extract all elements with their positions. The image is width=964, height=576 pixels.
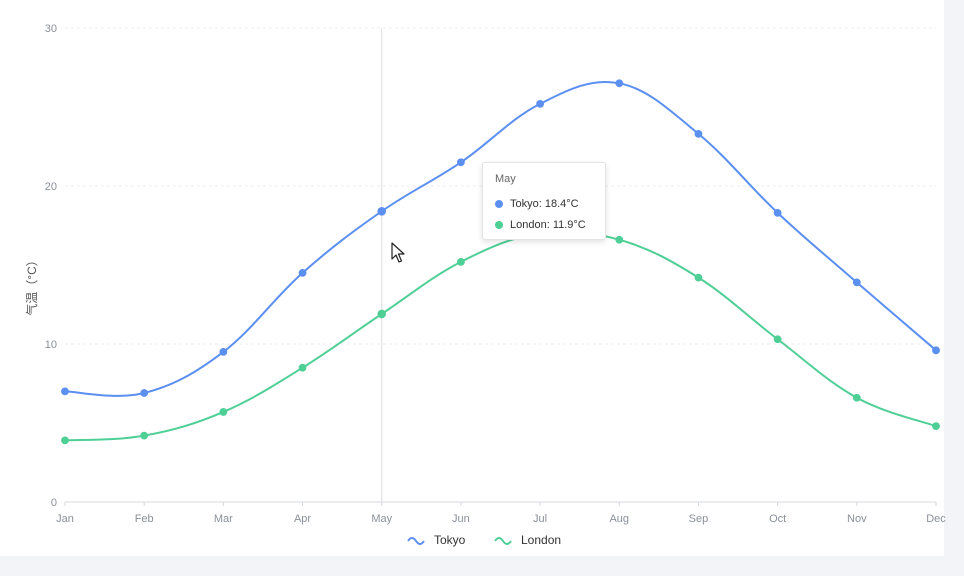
x-tick-label: Apr — [294, 513, 311, 525]
data-point-london[interactable] — [61, 436, 69, 445]
y-tick-label: 30 — [45, 23, 57, 35]
tooltip-dot-london — [495, 220, 503, 229]
x-tick-label: Nov — [847, 513, 867, 525]
legend-item-london[interactable]: London — [494, 533, 561, 547]
data-point-london[interactable] — [457, 257, 465, 266]
legend-label-tokyo: Tokyo — [434, 533, 466, 547]
data-point-tokyo[interactable] — [219, 348, 228, 356]
tooltip-row-tokyo: Tokyo: 18.4°C — [495, 193, 595, 214]
data-point-tokyo[interactable] — [694, 129, 703, 138]
data-point-london[interactable] — [219, 408, 228, 416]
data-point-tokyo[interactable] — [140, 389, 149, 397]
legend[interactable]: Tokyo London — [407, 533, 561, 547]
y-axis: 0 10 20 30 — [45, 23, 57, 509]
tooltip-label-london: London: 11.9°C — [510, 218, 586, 231]
data-point-london[interactable] — [694, 273, 703, 282]
x-tick-label: Jun — [452, 513, 470, 525]
y-tick-label: 20 — [45, 181, 57, 193]
series-lines — [64, 80, 937, 442]
data-point-london[interactable] — [140, 431, 149, 440]
x-tick-label: Feb — [135, 513, 154, 525]
x-tick-label: Jan — [56, 513, 74, 525]
data-point-tokyo[interactable] — [377, 206, 387, 216]
data-point-tokyo[interactable] — [852, 278, 861, 287]
data-points[interactable] — [61, 79, 940, 445]
x-tick-label: Oct — [769, 513, 786, 525]
data-point-tokyo[interactable] — [298, 269, 307, 277]
x-tick-label: Dec — [926, 513, 946, 525]
legend-label-london: London — [521, 533, 561, 547]
tooltip-label-tokyo: Tokyo: 18.4°C — [510, 197, 579, 210]
data-point-tokyo[interactable] — [615, 79, 624, 88]
data-point-london[interactable] — [377, 309, 387, 319]
data-point-tokyo[interactable] — [457, 158, 465, 167]
data-point-london[interactable] — [852, 393, 861, 402]
x-tick-label: Sep — [689, 513, 709, 525]
tooltip-dot-tokyo — [495, 199, 503, 208]
x-tick-label: Aug — [609, 513, 629, 525]
series-line-london — [64, 230, 937, 442]
x-tick-label: May — [371, 513, 392, 525]
x-tick-label: Jul — [533, 513, 547, 525]
data-point-tokyo[interactable] — [932, 346, 940, 355]
data-point-london[interactable] — [773, 335, 782, 344]
data-point-tokyo[interactable] — [773, 208, 782, 217]
y-tick-label: 0 — [51, 497, 57, 509]
data-point-tokyo[interactable] — [61, 387, 69, 396]
tooltip: May Tokyo: 18.4°C London: 11.9°C — [482, 162, 606, 240]
x-axis: Jan Feb Mar Apr May Jun Jul Aug Sep Oct Nov Dec — [56, 502, 946, 525]
x-tick-label: Mar — [214, 513, 233, 525]
data-point-london[interactable] — [615, 235, 624, 244]
y-tick-label: 10 — [45, 339, 57, 351]
mouse-cursor-icon — [391, 242, 405, 263]
y-axis-label: 气温（°C） — [24, 254, 39, 315]
legend-item-tokyo[interactable]: Tokyo — [407, 533, 466, 547]
tooltip-row-london: London: 11.9°C — [495, 214, 595, 235]
data-point-london[interactable] — [298, 363, 307, 372]
data-point-tokyo[interactable] — [536, 99, 544, 108]
grid-lines — [65, 27, 936, 503]
data-point-london[interactable] — [932, 422, 940, 431]
legend-wave-icon — [407, 537, 425, 545]
tooltip-title: May — [495, 173, 516, 185]
chart-card: 0 10 20 30 Jan Feb Mar Apr May Jun Jul Aug Sep Oct No… — [0, 0, 946, 556]
legend-wave-icon — [494, 537, 512, 545]
